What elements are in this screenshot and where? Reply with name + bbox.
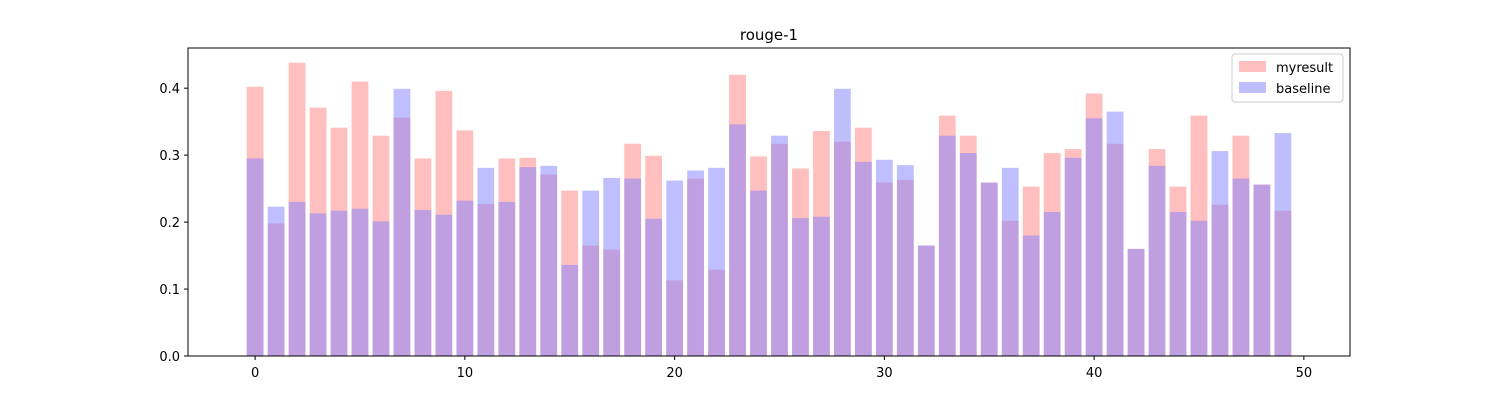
- bar-baseline-40: [1085, 118, 1103, 356]
- bar-baseline-8: [414, 210, 432, 356]
- chart-title: rouge-1: [740, 26, 798, 44]
- axes: 0 10 20 30 40 50 0.0 0.1 0.2 0.3 0.4: [159, 47, 1351, 381]
- x-tick-label-20: 20: [666, 366, 683, 381]
- bar-baseline-23: [729, 124, 746, 356]
- bar-baseline-33: [938, 135, 956, 356]
- bar-baseline-32: [917, 245, 935, 356]
- bar-baseline-15: [561, 264, 579, 356]
- bar-baseline-47: [1232, 178, 1250, 356]
- bar-baseline-27: [813, 216, 830, 356]
- bar-baseline-29: [855, 161, 872, 356]
- y-tick-label-0.4: 0.4: [159, 82, 180, 97]
- bar-baseline-24: [750, 190, 767, 356]
- bar-baseline-41: [1106, 111, 1124, 356]
- x-tick-label-0: 0: [251, 366, 259, 381]
- x-tick-label-50: 50: [1296, 366, 1313, 381]
- bar-baseline-34: [959, 153, 977, 356]
- bar-baseline-43: [1148, 165, 1166, 356]
- legend-label-myresult: myresult: [1276, 61, 1333, 76]
- bar-baseline-25: [771, 135, 788, 356]
- legend-swatch-baseline: [1239, 82, 1266, 93]
- bar-baseline-22: [708, 167, 725, 356]
- x-tick-label-40: 40: [1086, 366, 1103, 381]
- bar-baseline-2: [288, 202, 306, 356]
- bar-baseline-12: [498, 202, 516, 356]
- legend: myresult baseline: [1231, 53, 1344, 103]
- bar-baseline-49: [1274, 133, 1292, 356]
- bar-baseline-35: [980, 182, 998, 356]
- bar-baseline-19: [645, 218, 663, 356]
- y-tick-label-0.3: 0.3: [159, 149, 180, 164]
- bar-baseline-14: [540, 165, 558, 356]
- y-tick-label-0: 0.0: [159, 350, 180, 365]
- bar-baseline-44: [1169, 212, 1187, 356]
- bar-baseline-10: [456, 200, 474, 356]
- bar-baseline-3: [309, 213, 327, 356]
- bar-baseline-39: [1064, 157, 1082, 356]
- bar-baseline-1: [267, 206, 285, 356]
- bar-baseline-38: [1043, 212, 1061, 356]
- bar-baseline-4: [330, 210, 348, 356]
- bar-baseline-16: [582, 190, 600, 356]
- bar-baseline-36: [1001, 167, 1019, 356]
- bar-baseline-18: [624, 178, 642, 356]
- bar-baseline-9: [435, 214, 453, 356]
- x-tick-label-10: 10: [457, 366, 474, 381]
- bar-baseline-37: [1022, 235, 1040, 356]
- bar-baseline-20: [666, 180, 683, 356]
- x-tick-label-30: 30: [876, 366, 893, 381]
- legend-label-baseline: baseline: [1276, 82, 1330, 97]
- bar-baseline-30: [875, 159, 893, 356]
- plot-frame: [187, 47, 1351, 357]
- legend-swatch-myresult: [1239, 61, 1266, 72]
- bar-baseline-31: [896, 165, 914, 356]
- bar-baseline-21: [687, 170, 704, 356]
- y-tick-label-0.2: 0.2: [159, 216, 180, 231]
- bar-baseline-42: [1127, 248, 1145, 356]
- bar-baseline-17: [603, 177, 621, 356]
- y-tick-label-0.1: 0.1: [159, 283, 180, 298]
- bar-baseline-0: [246, 158, 264, 356]
- bar-baseline-6: [372, 221, 390, 356]
- bar-area: [246, 62, 1292, 357]
- bar-baseline-48: [1253, 184, 1271, 356]
- bar-baseline-13: [519, 167, 537, 356]
- bar-baseline-26: [792, 218, 809, 356]
- bar-baseline-7: [393, 88, 411, 356]
- bar-baseline-11: [477, 167, 495, 356]
- bar-baseline-28: [834, 88, 851, 356]
- bar-baseline-5: [351, 208, 369, 356]
- bar-baseline-46: [1211, 151, 1229, 356]
- bar-baseline-45: [1190, 220, 1208, 356]
